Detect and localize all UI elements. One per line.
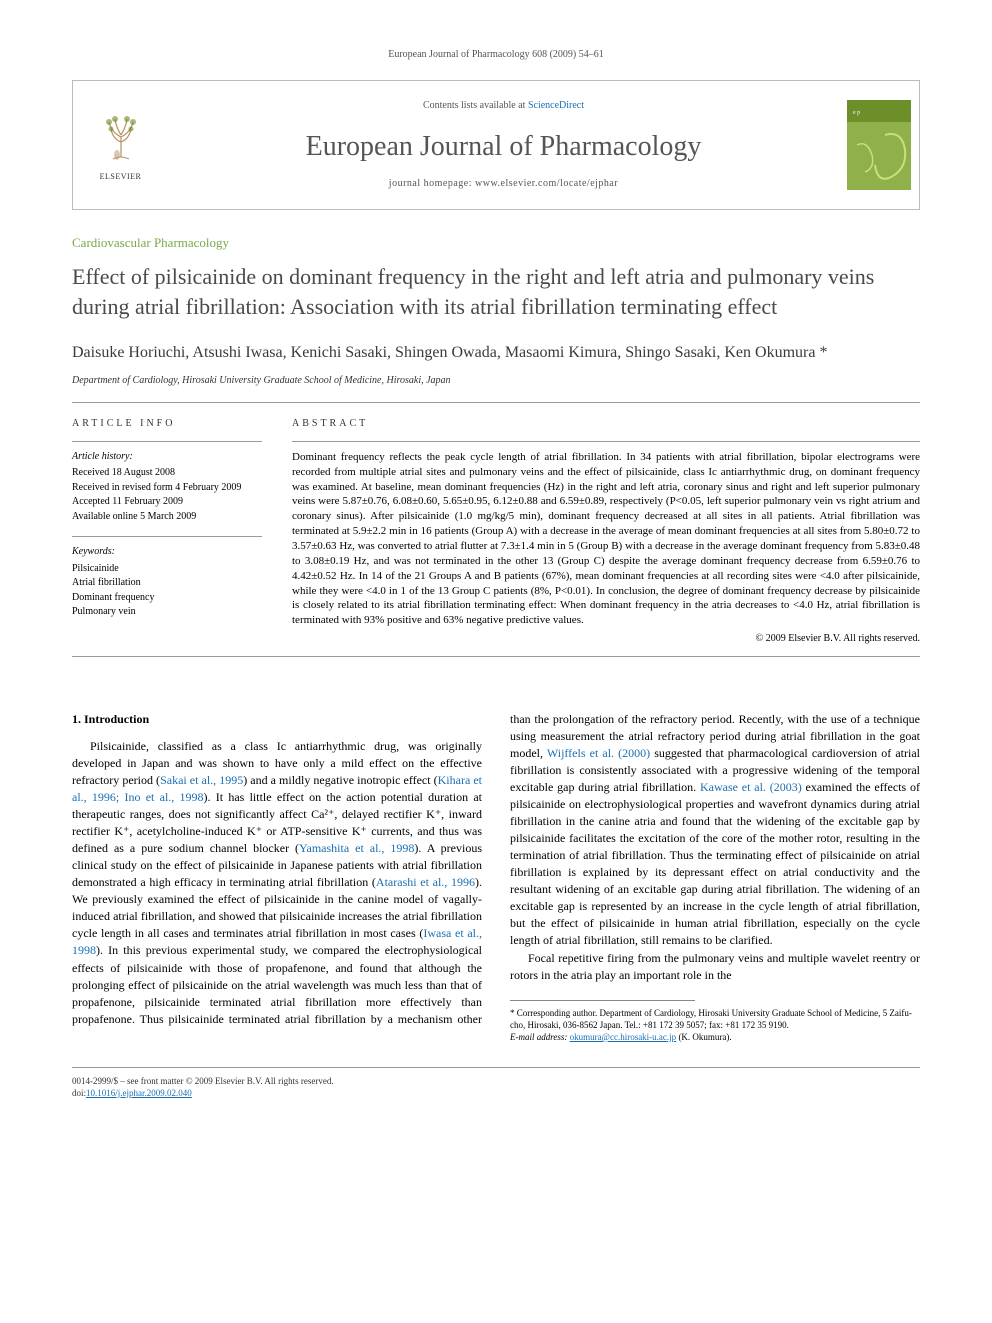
footnote-rule: [510, 1000, 695, 1001]
elsevier-logo: ELSEVIER: [73, 81, 168, 209]
history-label: Article history:: [72, 450, 262, 465]
footnote-email-prefix: E-mail address:: [510, 1032, 567, 1042]
history-line-0: Received 18 August 2008: [72, 466, 262, 481]
elsevier-tree-icon: [91, 107, 151, 167]
publisher-name: ELSEVIER: [100, 171, 142, 182]
keywords-label: Keywords:: [72, 545, 262, 560]
keyword-2: Dominant frequency: [72, 591, 262, 606]
abstract-text: Dominant frequency reflects the peak cyc…: [292, 450, 920, 628]
journal-masthead: ELSEVIER Contents lists available at Sci…: [72, 80, 920, 210]
abstract-heading: ABSTRACT: [292, 417, 920, 431]
citation-link[interactable]: Sakai et al., 1995: [160, 773, 243, 787]
journal-cover-thumb: e p: [839, 81, 919, 209]
body-para-1: Pilsicainide, classified as a class Ic a…: [72, 711, 920, 1043]
article-title: Effect of pilsicainide on dominant frequ…: [72, 262, 920, 321]
body-text: ) and a mildly negative inotropic effect…: [243, 773, 437, 787]
cover-icon: e p: [847, 100, 911, 190]
rule-top: [72, 402, 920, 403]
body-text: examined the effects of pilsicainide on …: [510, 780, 920, 947]
authors-names: Daisuke Horiuchi, Atsushi Iwasa, Kenichi…: [72, 344, 815, 361]
svg-text:e p: e p: [853, 110, 860, 116]
homepage-prefix: journal homepage:: [389, 178, 472, 189]
history-line-3: Available online 5 March 2009: [72, 510, 262, 525]
footnote-email-suffix: (K. Okumura).: [678, 1032, 731, 1042]
history-line-1: Received in revised form 4 February 2009: [72, 481, 262, 496]
running-header: European Journal of Pharmacology 608 (20…: [72, 48, 920, 62]
contents-available-line: Contents lists available at ScienceDirec…: [423, 99, 584, 113]
keyword-0: Pilsicainide: [72, 562, 262, 577]
intro-heading: 1. Introduction: [72, 711, 482, 728]
doi-link[interactable]: 10.1016/j.ejphar.2009.02.040: [86, 1088, 192, 1098]
doi-prefix: doi:: [72, 1088, 86, 1098]
citation-link[interactable]: Wijffels et al. (2000): [547, 746, 650, 760]
page-footer: 0014-2999/$ – see front matter © 2009 El…: [72, 1076, 920, 1099]
homepage-url: www.elsevier.com/locate/ejphar: [475, 178, 618, 189]
journal-title: European Journal of Pharmacology: [306, 127, 702, 166]
section-label: Cardiovascular Pharmacology: [72, 234, 920, 252]
rule-below-abstract: [72, 656, 920, 657]
journal-homepage-line: journal homepage: www.elsevier.com/locat…: [389, 177, 618, 191]
keyword-1: Atrial fibrillation: [72, 576, 262, 591]
sciencedirect-link[interactable]: ScienceDirect: [528, 100, 584, 111]
footnote-email-link[interactable]: okumura@cc.hirosaki-u.ac.jp: [570, 1032, 677, 1042]
body-text: ). In this previous experimental study, …: [96, 943, 482, 957]
footer-rule: [72, 1067, 920, 1068]
abstract-block: ABSTRACT Dominant frequency reflects the…: [292, 417, 920, 646]
article-info-heading: ARTICLE INFO: [72, 417, 262, 431]
citation-link[interactable]: Atarashi et al., 1996: [376, 875, 475, 889]
citation-link[interactable]: Kawase et al. (2003): [700, 780, 802, 794]
affiliation: Department of Cardiology, Hirosaki Unive…: [72, 374, 920, 388]
corresponding-mark: *: [819, 344, 827, 361]
abstract-copyright: © 2009 Elsevier B.V. All rights reserved…: [292, 632, 920, 646]
masthead-center: Contents lists available at ScienceDirec…: [168, 81, 839, 209]
history-line-2: Accepted 11 February 2009: [72, 495, 262, 510]
article-info-block: ARTICLE INFO Article history: Received 1…: [72, 417, 262, 646]
citation-link[interactable]: Yamashita et al., 1998: [299, 841, 414, 855]
article-body: 1. Introduction Pilsicainide, classified…: [72, 711, 920, 1043]
corresponding-footnote: * Corresponding author. Department of Ca…: [510, 1007, 920, 1043]
body-text: Focal repetitive firing from the pulmona…: [510, 951, 920, 982]
author-list: Daisuke Horiuchi, Atsushi Iwasa, Kenichi…: [72, 342, 920, 364]
footer-copyright: 0014-2999/$ – see front matter © 2009 El…: [72, 1076, 920, 1088]
body-para-2: Focal repetitive firing from the pulmona…: [510, 950, 920, 984]
keyword-3: Pulmonary vein: [72, 605, 262, 620]
footnote-line-1: * Corresponding author. Department of Ca…: [510, 1007, 920, 1031]
contents-prefix: Contents lists available at: [423, 100, 525, 111]
